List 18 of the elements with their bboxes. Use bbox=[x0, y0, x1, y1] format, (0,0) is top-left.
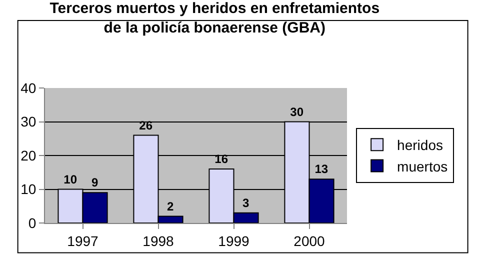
y-tick-label: 10 bbox=[20, 181, 36, 198]
legend-label: heridos bbox=[397, 137, 443, 154]
y-tick-label: 20 bbox=[20, 147, 36, 164]
data-label: 10 bbox=[64, 172, 78, 186]
y-tick-label: 0 bbox=[28, 214, 36, 231]
x-tick-label: 1999 bbox=[218, 232, 250, 249]
data-label: 2 bbox=[167, 199, 174, 214]
data-label: 30 bbox=[290, 104, 304, 119]
data-label: 9 bbox=[92, 176, 99, 190]
y-tick-label: 30 bbox=[20, 114, 36, 130]
chart-title: Terceros muertos y heridos en enfretamientos de la policía bonaerense (GBA) bbox=[50, 0, 380, 37]
data-label: 3 bbox=[242, 196, 250, 210]
x-tick-label: 1998 bbox=[142, 232, 174, 249]
data-label: 13 bbox=[314, 162, 328, 176]
y-tick-label: 40 bbox=[20, 80, 36, 96]
legend-label: muertos bbox=[397, 158, 448, 174]
x-tick-label: 2000 bbox=[294, 232, 326, 249]
x-tick-label: 1997 bbox=[67, 232, 99, 249]
